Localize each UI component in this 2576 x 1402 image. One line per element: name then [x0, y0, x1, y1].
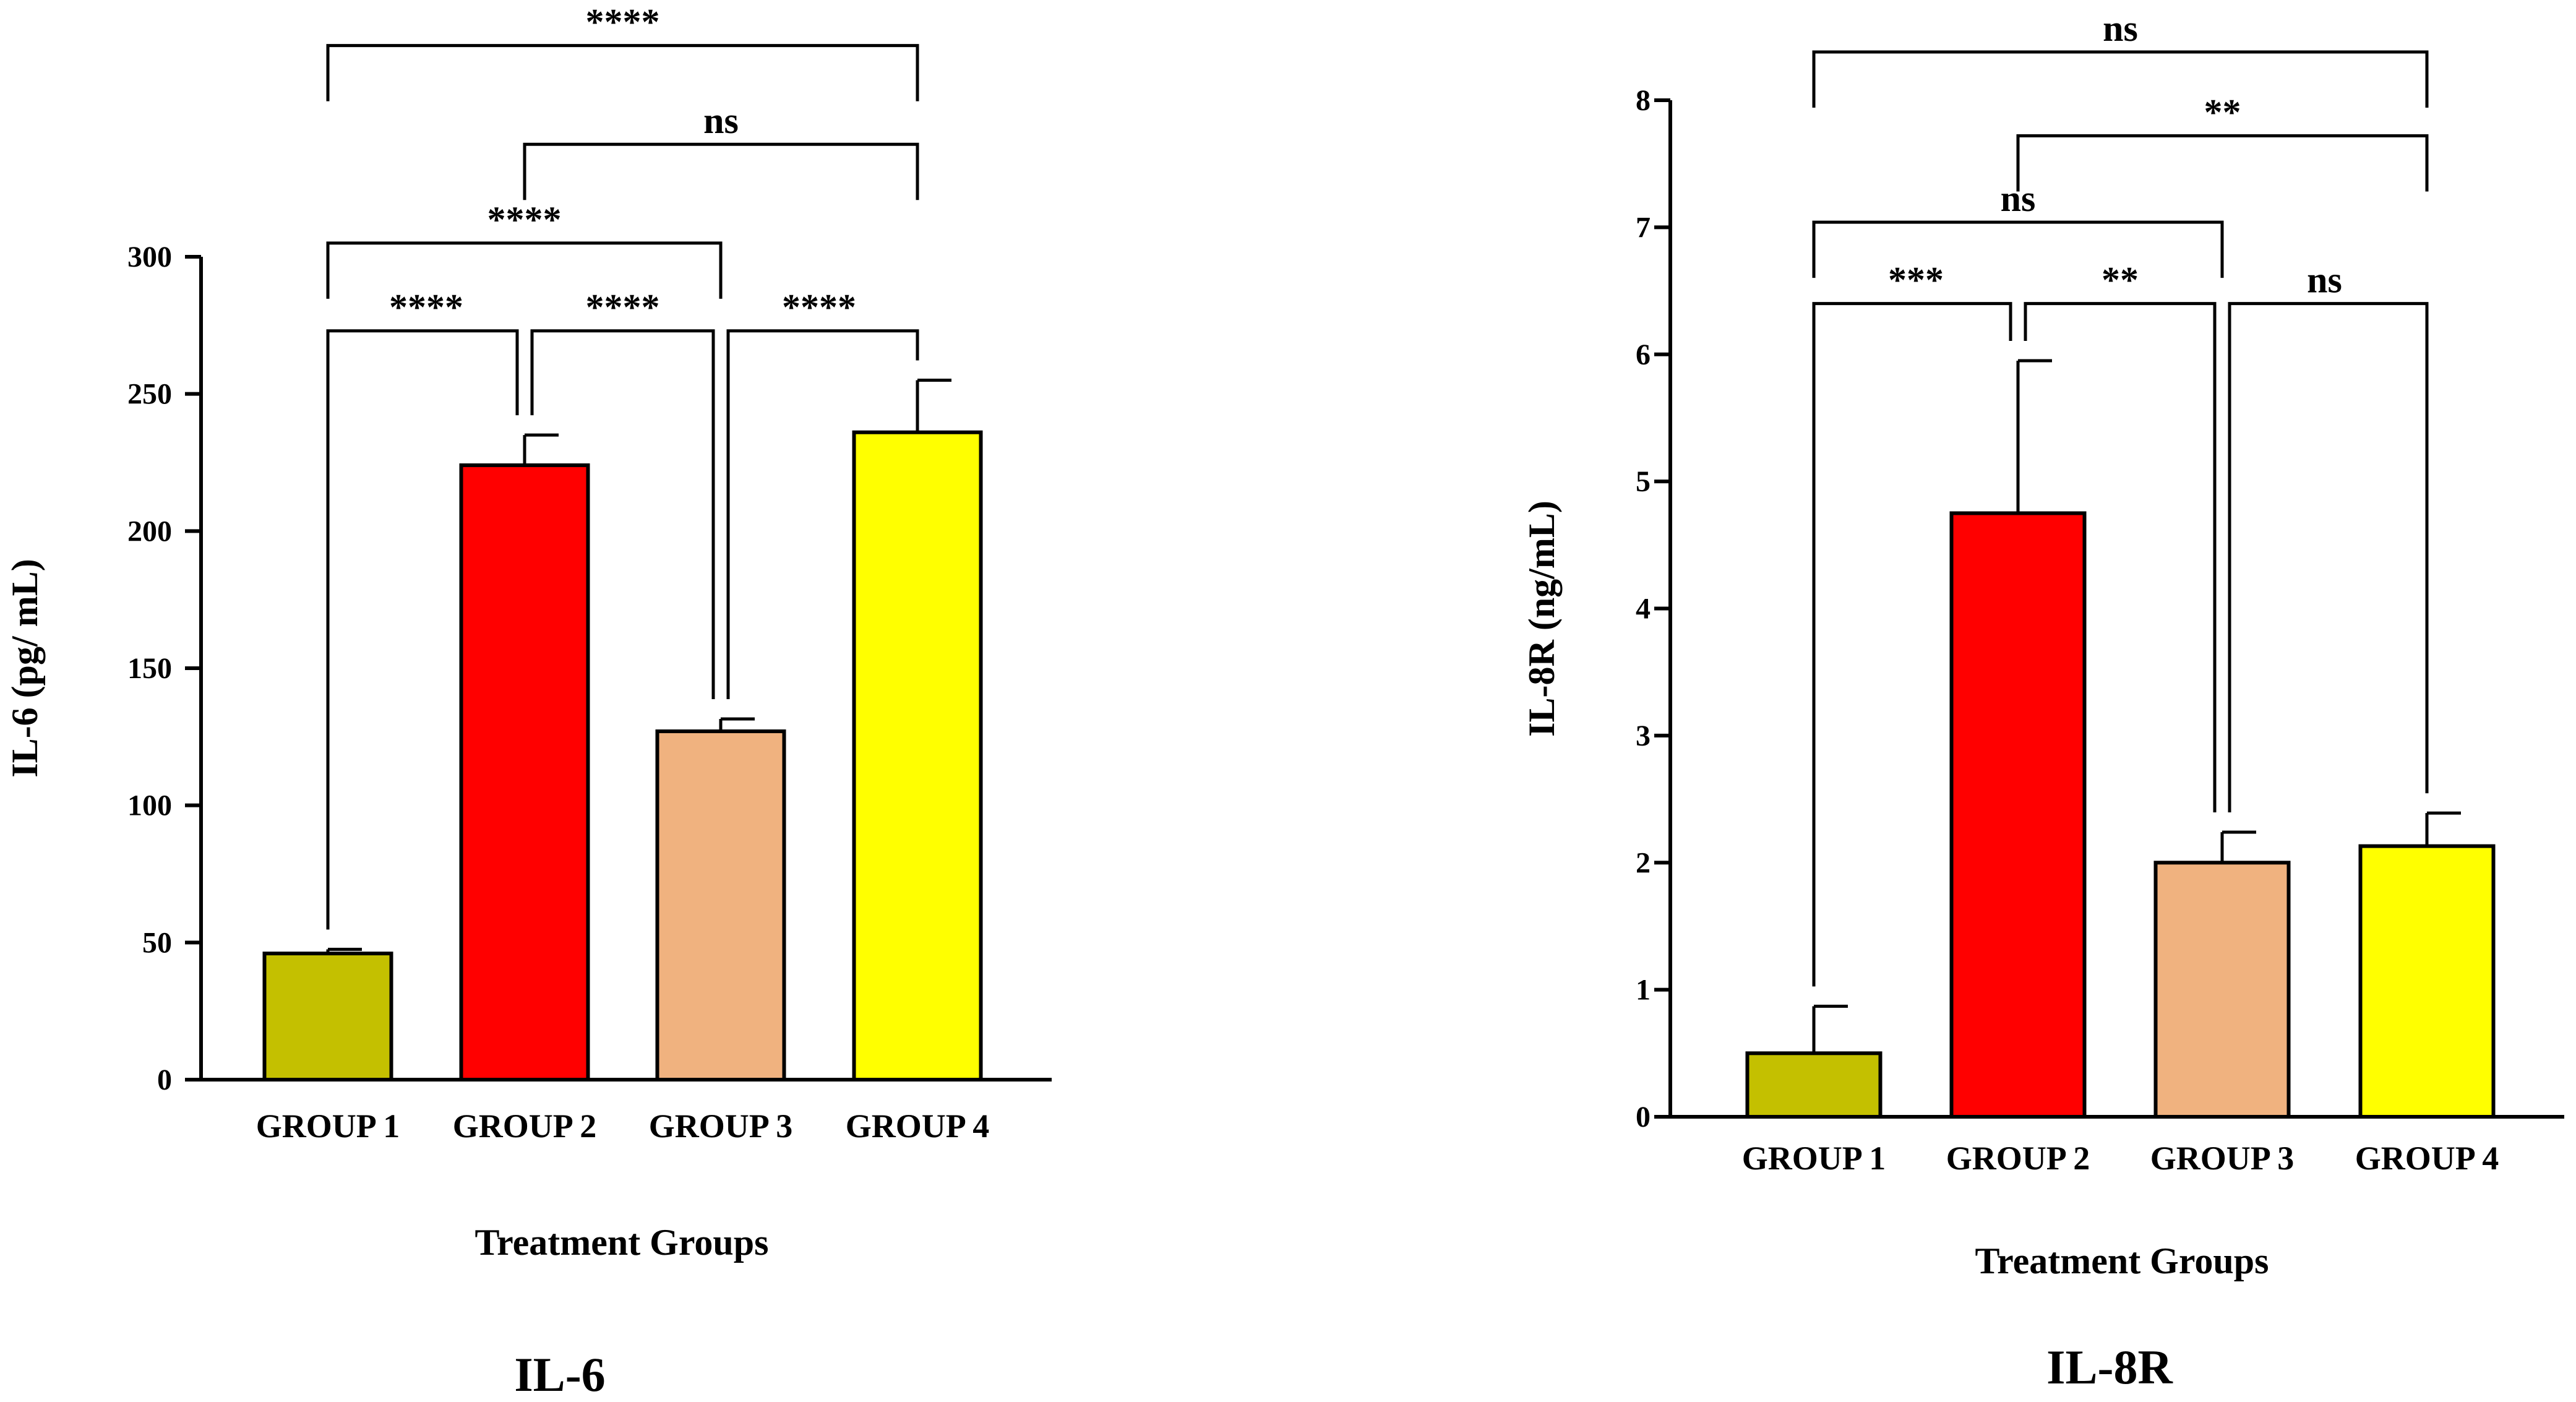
y-tick-label: 8 [1636, 84, 1651, 117]
significance-bracket [1812, 220, 2224, 278]
x-axis-title: Treatment Groups [1975, 1241, 2269, 1281]
x-category-label: GROUP 3 [649, 1107, 793, 1145]
x-category-label: GROUP 4 [2355, 1140, 2499, 1177]
y-tick-label: 50 [142, 926, 172, 959]
error-bars [326, 379, 951, 954]
bar-group-3 [655, 729, 786, 1082]
bar-group-4 [852, 430, 983, 1082]
y-tick-label: 3 [1636, 720, 1651, 752]
x-axis-title: Treatment Groups [475, 1222, 769, 1263]
y-tick-label: 1 [1636, 974, 1651, 1007]
significance-label: **** [586, 2, 660, 43]
x-category-label: GROUP 2 [453, 1107, 597, 1145]
y-tick-label: 100 [127, 789, 172, 822]
x-category-label: GROUP 4 [846, 1107, 990, 1145]
significance-bracket [2016, 134, 2429, 192]
y-tick-label: 4 [1636, 593, 1651, 626]
significance-bracket [530, 329, 715, 700]
significance-label: ns [2103, 8, 2138, 49]
bar-group-1 [262, 952, 393, 1082]
significance-bracket [1812, 50, 2429, 108]
significance-bracket [326, 44, 919, 101]
error-bars [1812, 359, 2461, 1054]
significance-label: *** [1888, 260, 1944, 301]
significance-bracket [1812, 302, 2012, 987]
y-axis-title: IL-8R (ng/mL) [1521, 501, 1562, 737]
significance-label: **** [487, 199, 562, 240]
chart-title: IL-8R [2046, 1340, 2173, 1394]
y-tick-label: 6 [1636, 338, 1651, 371]
chart-title: IL-6 [514, 1348, 605, 1401]
x-category-label: GROUP 3 [2150, 1140, 2295, 1177]
y-tick-label: 300 [127, 241, 172, 273]
significance-bracket [523, 142, 919, 200]
x-category-label: GROUP 2 [1946, 1140, 2090, 1177]
significance-label: **** [782, 287, 856, 328]
significance-bracket [2024, 302, 2217, 812]
significance-bracket [326, 329, 519, 930]
y-tick-label: 7 [1636, 211, 1651, 244]
significance-bracket [726, 329, 919, 700]
y-tick-label: 150 [127, 652, 172, 685]
y-tick-label: 5 [1636, 465, 1651, 498]
significance-bracket [326, 241, 723, 299]
y-tick-label: 2 [1636, 846, 1651, 879]
y-axis-ticks: 0 1 2 3 4 5 6 7 8 [1636, 84, 1670, 1133]
x-category-label: GROUP 1 [1742, 1140, 1886, 1177]
y-axis-ticks: 0 50 100 150 200 250 300 [127, 241, 201, 1096]
y-tick-label: 0 [157, 1064, 172, 1096]
bar-group-4 [2358, 844, 2496, 1119]
x-category-labels: GROUP 1 GROUP 2 GROUP 3 GROUP 4 [1742, 1140, 2499, 1177]
bars [1745, 511, 2496, 1119]
significance-label: ns [703, 100, 739, 141]
significance-bracket [2228, 302, 2429, 812]
bars [262, 430, 983, 1082]
significance-label: ** [2102, 260, 2139, 301]
bar-group-3 [2153, 861, 2291, 1119]
y-tick-label: 0 [1636, 1101, 1651, 1133]
bar-group-1 [1745, 1051, 1883, 1119]
x-category-label: GROUP 1 [256, 1107, 400, 1145]
y-tick-label: 250 [127, 378, 172, 411]
x-category-labels: GROUP 1 GROUP 2 GROUP 3 GROUP 4 [256, 1107, 990, 1145]
significance-label: **** [389, 287, 463, 328]
significance-label: ** [2204, 92, 2241, 133]
bar-group-2 [459, 463, 590, 1082]
significance-brackets: **** **** **** **** ns **** [326, 2, 919, 930]
significance-label: **** [586, 287, 660, 328]
bar-group-2 [1949, 511, 2087, 1119]
y-tick-label: 200 [127, 515, 172, 548]
significance-label: ns [2307, 260, 2342, 301]
y-axis-title: IL-6 (pg/ mL) [4, 559, 45, 777]
